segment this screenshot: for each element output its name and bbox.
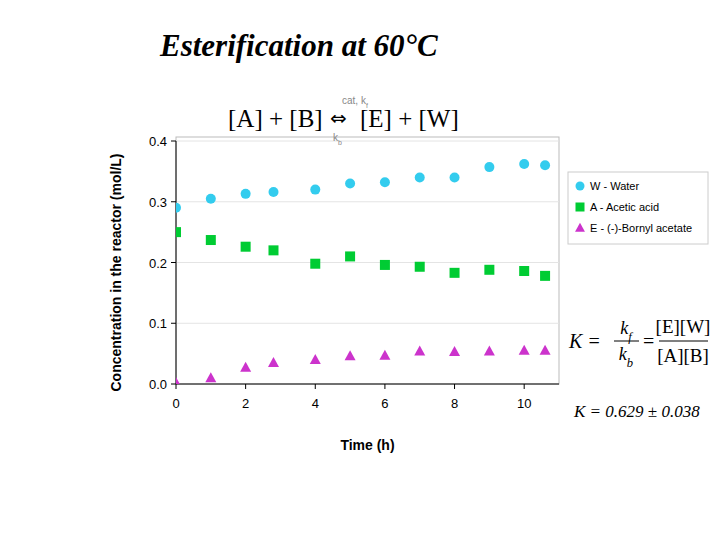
data-point xyxy=(415,172,425,182)
data-point xyxy=(484,265,494,275)
data-point xyxy=(241,242,251,252)
legend-marker xyxy=(575,223,585,232)
marks xyxy=(176,159,551,384)
legend-marker xyxy=(576,182,585,191)
grid-line xyxy=(176,141,559,142)
data-point xyxy=(450,268,460,278)
data-point xyxy=(176,203,181,213)
x-axis-label: Time (h) xyxy=(340,437,394,453)
grid-line xyxy=(176,201,559,202)
data-point xyxy=(176,377,182,384)
grid-line xyxy=(176,262,559,263)
data-point xyxy=(519,345,530,355)
data-point xyxy=(449,346,460,356)
data-point xyxy=(345,179,355,189)
y-tick xyxy=(171,323,176,324)
equals: = xyxy=(643,330,654,352)
grid-line xyxy=(176,323,559,324)
data-point xyxy=(268,245,278,255)
legend-label: E - (-)-Bornyl acetate xyxy=(590,222,692,234)
x-tick-label: 8 xyxy=(451,396,458,411)
data-point xyxy=(380,177,390,187)
fraction-bar xyxy=(659,341,708,342)
data-point xyxy=(206,194,216,204)
fraction-bar xyxy=(614,341,639,342)
x-tick xyxy=(245,384,246,389)
grid-line xyxy=(176,384,559,385)
k-def: K = xyxy=(568,330,601,352)
y-tick-label: 0.1 xyxy=(149,316,167,331)
data-point xyxy=(540,160,550,170)
x-axis xyxy=(176,384,559,385)
data-point xyxy=(380,260,390,270)
plot-area xyxy=(176,137,559,384)
data-point xyxy=(519,266,529,276)
reaction-right: [E] + [W] xyxy=(360,105,459,132)
data-point xyxy=(345,350,356,360)
y-tick-label: 0.2 xyxy=(149,256,167,271)
legend-label: W - Water xyxy=(590,180,639,192)
data-point xyxy=(415,262,425,272)
data-point xyxy=(484,345,495,355)
x-tick xyxy=(384,384,385,389)
x-tick-label: 4 xyxy=(312,396,319,411)
y-tick xyxy=(171,141,176,142)
x-tick-label: 0 xyxy=(172,396,179,411)
y-axis-label: Concentration in the reactor (mol/L) xyxy=(108,153,124,391)
k-num: kf xyxy=(620,318,633,344)
conc-num: [E][W] xyxy=(656,316,711,337)
y-tick-label: 0.4 xyxy=(149,134,167,149)
data-point xyxy=(241,189,251,199)
y-tick-label: 0.3 xyxy=(149,195,167,210)
y-tick xyxy=(171,384,176,385)
x-tick-label: 6 xyxy=(381,396,388,411)
data-point xyxy=(176,227,181,237)
data-point xyxy=(268,187,278,197)
data-point xyxy=(450,172,460,182)
data-point xyxy=(310,185,320,195)
data-point xyxy=(310,259,320,269)
legend-marker xyxy=(576,203,585,212)
k-value: K = 0.629 ± 0.038 xyxy=(573,402,700,421)
y-axis xyxy=(176,141,177,384)
data-point xyxy=(206,235,216,245)
x-tick-label: 10 xyxy=(517,396,531,411)
x-tick xyxy=(315,384,316,389)
data-point xyxy=(345,251,355,261)
y-tick-label: 0.0 xyxy=(149,377,167,392)
x-tick xyxy=(176,384,177,389)
y-tick xyxy=(171,262,176,263)
data-point xyxy=(268,357,279,367)
data-point xyxy=(379,350,390,360)
x-tick xyxy=(454,384,455,389)
title: Esterification at 60°C xyxy=(159,28,438,63)
reaction-arrow: ⇔ xyxy=(330,106,347,130)
data-point xyxy=(484,162,494,172)
chart: Esterification at 60°C 0.0 0.1 0.2 0.3 0.4 0 2 4… xyxy=(0,0,720,540)
arrow-bottom: kb xyxy=(333,132,342,146)
x-tick-label: 2 xyxy=(242,396,249,411)
data-point xyxy=(519,159,529,169)
data-point xyxy=(540,345,551,355)
y-tick xyxy=(171,201,176,202)
data-point xyxy=(205,372,216,382)
reaction-left: [A] + [B] xyxy=(228,105,323,132)
data-point xyxy=(414,345,425,355)
data-point xyxy=(310,354,321,364)
data-point xyxy=(240,362,251,372)
k-den: kb xyxy=(619,344,633,370)
x-tick xyxy=(524,384,525,389)
data-point xyxy=(540,271,550,281)
legend-box xyxy=(568,172,708,244)
legend-label: A - Acetic acid xyxy=(590,201,659,213)
conc-den: [A][B] xyxy=(657,345,709,366)
